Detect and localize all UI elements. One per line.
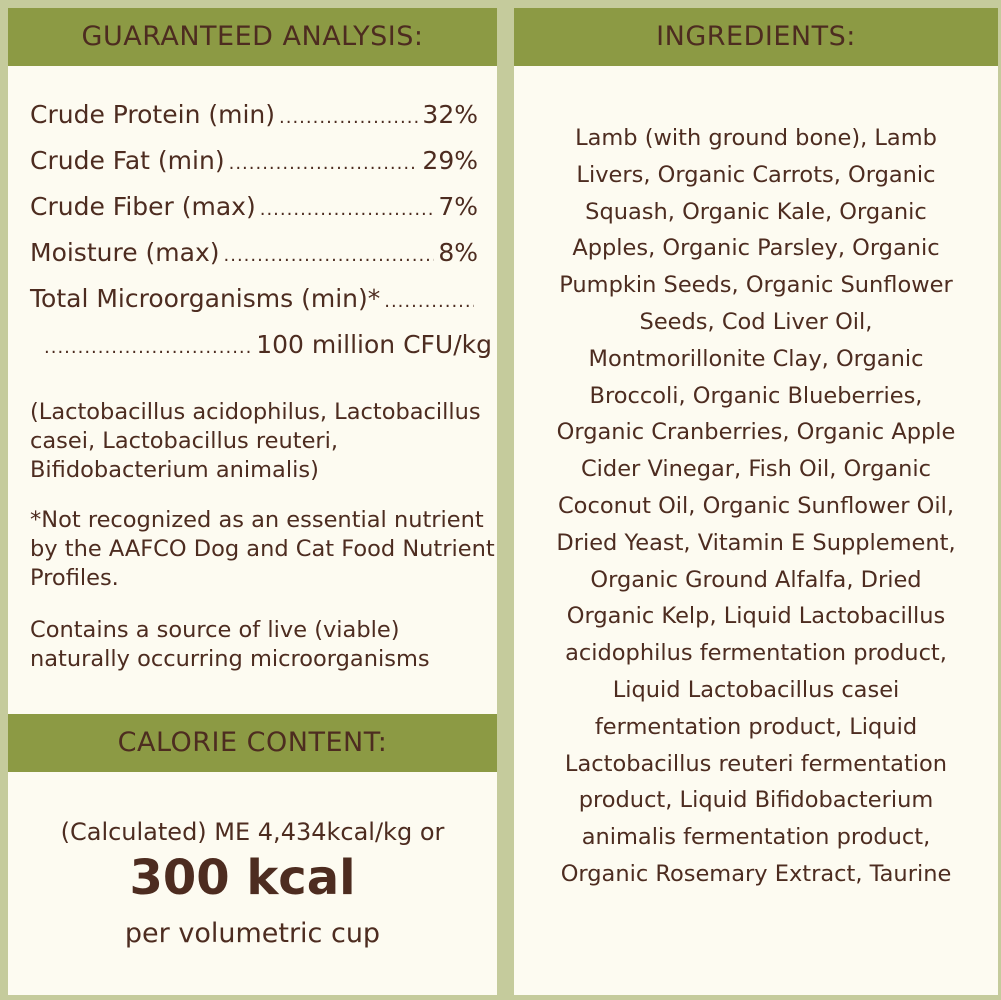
ingredient-line: Broccoli, Organic Blueberries, [589,382,923,409]
analysis-row: Total Microorganisms (min)* [30,284,478,324]
calorie-per-cup: 300 kcal [129,850,356,906]
analysis-row: Crude Fat (min) 29% [30,146,478,186]
nutrient-value: 32% [422,100,478,129]
analysis-row: Crude Fiber (max) 7% [30,192,478,232]
nutrient-value: 100 million CFU/kg [256,330,492,359]
nutrient-label: Crude Fiber (max) [30,192,256,221]
analysis-row: Moisture (max) 8% [30,238,478,278]
ingredient-line: Organic Kelp, Liquid Lactobacillus [566,603,946,630]
guaranteed-analysis-title: GUARANTEED ANALYSIS: [8,8,497,66]
leader-dots [384,291,474,312]
calorie-content-title: CALORIE CONTENT: [8,714,497,772]
analysis-row: 100 million CFU/kg [30,330,492,370]
ingredients-title: INGREDIENTS: [514,8,998,66]
nutrient-label: Moisture (max) [30,238,220,267]
calorie-unit: per volumetric cup [124,918,381,949]
aafco-footnote: *Not recognized as an essential nutrient… [30,507,495,591]
strains-list: (Lactobacillus acidophilus, Lactobacillu… [30,399,481,483]
ingredients-panel: INGREDIENTS: Lamb (with ground bone), La… [514,8,998,995]
ingredients-list: Lamb (with ground bone), Lamb Livers, Org… [514,120,998,893]
ingredient-line: Organic Ground Alfalfa, Dried [590,566,922,593]
ingredient-line: Livers, Organic Carrots, Organic [576,161,936,188]
ingredient-line: Organic Rosemary Extract, Taurine [560,860,952,887]
ingredient-line: acidophilus fermentation product, [565,640,947,667]
ingredient-line: Montmorillonite Clay, Organic [588,345,924,372]
ingredient-line: product, Liquid Bifidobacterium [578,787,934,814]
leader-dots [44,337,252,358]
nutrient-label: Crude Protein (min) [30,100,276,129]
ingredient-line: Lactobacillus reuteri fermentation [564,750,948,777]
leader-dots [260,199,435,220]
ingredient-line: Lamb (with ground bone), Lamb [575,125,937,151]
ingredient-line: Organic Cranberries, Organic Apple [556,419,956,446]
ingredient-line: Apples, Organic Parsley, Organic [572,235,940,262]
ingredient-line: animalis fermentation product, [581,824,931,851]
leader-dots [224,245,435,266]
analysis-row: Crude Protein (min) 32% [30,100,478,140]
nutrient-value: 8% [438,238,478,267]
nutrient-value: 7% [438,192,478,221]
ingredient-line: Dried Yeast, Vitamin E Supplement, [556,529,956,556]
ingredient-line: Squash, Organic Kale, Organic [585,198,927,225]
calorie-calculated: (Calculated) ME 4,434kcal/kg or [60,818,445,846]
nutrient-label: Crude Fat (min) [30,146,225,175]
ingredient-line: Pumpkin Seeds, Organic Sunflower [559,272,953,299]
guaranteed-analysis-panel: GUARANTEED ANALYSIS: Crude Protein (min)… [8,8,497,995]
leader-dots [279,107,418,128]
ingredient-line: Liquid Lactobacillus casei [612,676,900,703]
nutrient-value: 29% [422,146,478,175]
leader-dots [229,153,419,174]
live-microorganisms-note: Contains a source of live (viable) natur… [30,617,430,672]
ingredient-line: Cider Vinegar, Fish Oil, Organic [580,456,932,483]
ingredient-line: Seeds, Cod Liver Oil, [639,308,873,335]
ingredient-line: Coconut Oil, Organic Sunflower Oil, [557,492,955,519]
nutrient-label: Total Microorganisms (min)* [30,284,381,313]
ingredient-line: fermentation product, Liquid [594,713,918,740]
